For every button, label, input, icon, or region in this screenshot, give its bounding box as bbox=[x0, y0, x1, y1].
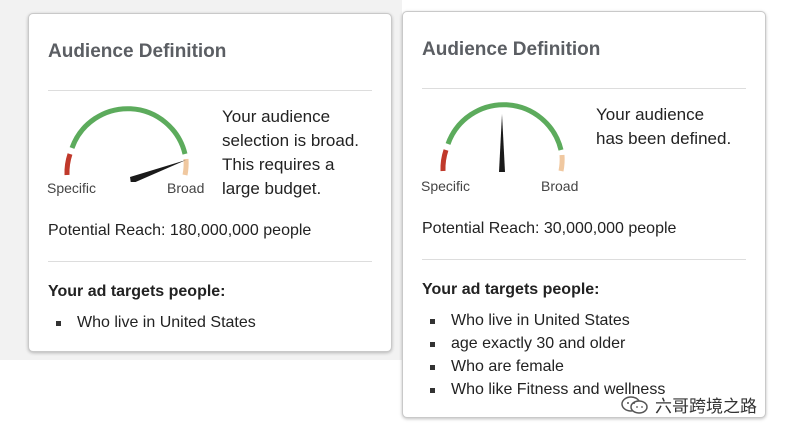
target-text: Who are female bbox=[451, 358, 564, 375]
description-line: Your audience bbox=[222, 107, 331, 126]
gauge-label-broad: Broad bbox=[541, 178, 579, 194]
potential-reach: Potential Reach: 30,000,000 people bbox=[422, 220, 677, 237]
gauge-label-specific: Specific bbox=[47, 180, 97, 196]
targets-list: Who live in United States age exactly 30… bbox=[430, 309, 665, 401]
card-title: Audience Definition bbox=[48, 41, 227, 62]
target-text: age exactly 30 and older bbox=[451, 335, 626, 352]
divider bbox=[422, 88, 746, 89]
bullet bbox=[430, 365, 435, 370]
gauge-red-arc bbox=[64, 153, 73, 176]
description-line: selection is broad. bbox=[222, 131, 360, 150]
card-title: Audience Definition bbox=[422, 39, 601, 60]
targets-list: Who live in United States bbox=[56, 311, 256, 334]
gauge-label-specific: Specific bbox=[421, 178, 471, 194]
list-item: Who like Fitness and wellness bbox=[430, 378, 665, 401]
bullet bbox=[430, 319, 435, 324]
watermark: 六哥跨境之路 bbox=[620, 392, 757, 417]
gauge-label-broad: Broad bbox=[167, 180, 205, 196]
list-item: Who live in United States bbox=[56, 311, 256, 334]
target-text: Who like Fitness and wellness bbox=[451, 381, 666, 398]
list-item: Who live in United States bbox=[430, 309, 665, 332]
target-text: Who live in United States bbox=[451, 312, 630, 329]
audience-gauge bbox=[64, 106, 189, 182]
audience-definition-card-defined: Audience Definition Specific Broad Your … bbox=[402, 11, 766, 418]
audience-definition-card-broad: Audience Definition Specific Broad Your … bbox=[28, 13, 392, 352]
watermark-text: 六哥跨境之路 bbox=[655, 397, 757, 416]
gauge-red-arc bbox=[440, 149, 449, 172]
audience-description: Your audience has been defined. bbox=[596, 103, 756, 151]
audience-gauge bbox=[440, 102, 565, 172]
targets-heading: Your ad targets people: bbox=[422, 281, 600, 298]
wechat-icon bbox=[621, 395, 648, 414]
bullet bbox=[430, 388, 435, 393]
description-line: Your audience bbox=[596, 105, 705, 124]
bullet bbox=[56, 321, 61, 326]
list-item: age exactly 30 and older bbox=[430, 332, 665, 355]
target-text: Who live in United States bbox=[77, 314, 256, 331]
gauge-green-arc bbox=[445, 102, 564, 151]
description-line: large budget. bbox=[222, 179, 322, 198]
gauge-needle bbox=[499, 114, 505, 172]
gauge-peach-arc bbox=[558, 154, 565, 172]
divider bbox=[48, 90, 372, 91]
gauge-green-arc bbox=[69, 106, 188, 155]
divider bbox=[422, 259, 746, 260]
divider bbox=[48, 261, 372, 262]
gauge-needle bbox=[130, 160, 186, 182]
potential-reach: Potential Reach: 180,000,000 people bbox=[48, 222, 312, 239]
description-line: This requires a bbox=[222, 155, 335, 174]
description-line: has been defined. bbox=[596, 129, 732, 148]
targets-heading: Your ad targets people: bbox=[48, 283, 226, 300]
bullet bbox=[430, 342, 435, 347]
gauge-peach-arc bbox=[182, 158, 189, 176]
audience-description: Your audience selection is broad. This r… bbox=[222, 105, 382, 201]
list-item: Who are female bbox=[430, 355, 665, 378]
